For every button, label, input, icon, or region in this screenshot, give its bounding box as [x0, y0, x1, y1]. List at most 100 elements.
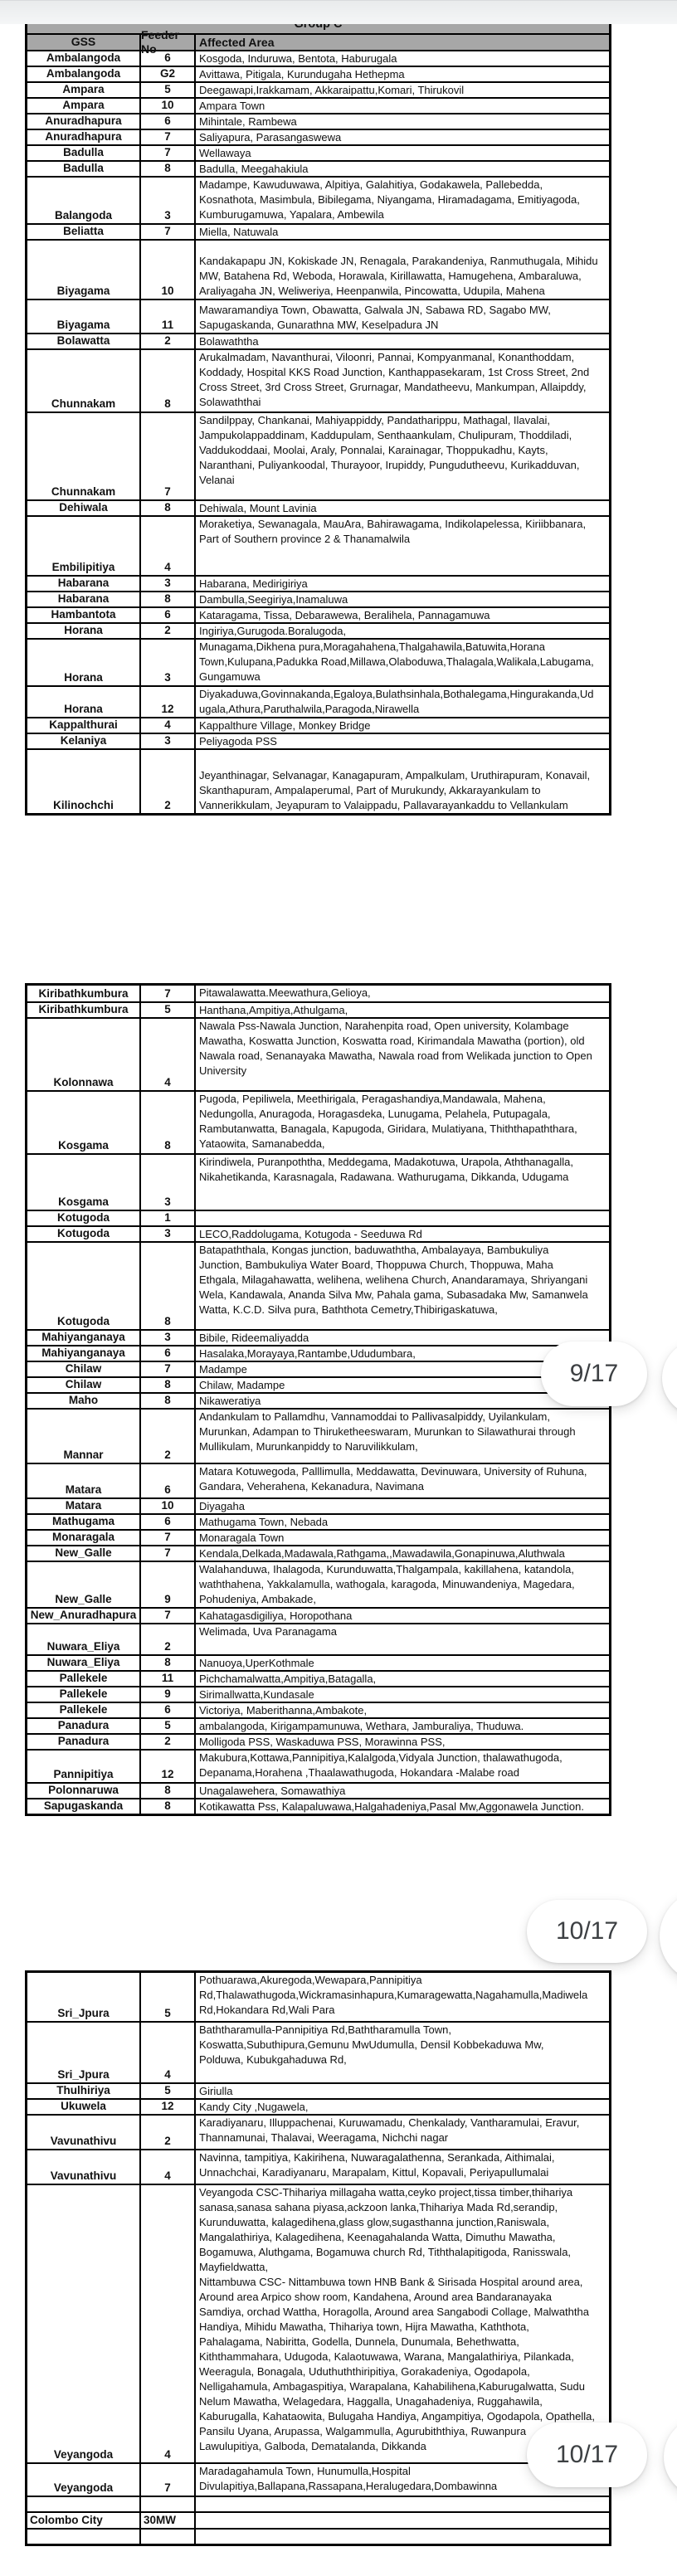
gss-cell: Badulla [27, 162, 141, 176]
affected-area-cell: Welimada, Uva Paranagama [199, 1625, 337, 1638]
gss-cell: Chunnakam [27, 350, 141, 411]
table-row: Vavunathivu 2 Karadiyanaru, Illuppachenai,… [27, 2114, 609, 2149]
feeder-no-cell: 3 [141, 640, 196, 685]
feeder-no-cell: 8 [141, 350, 196, 411]
table-row: Badulla 7 Wellawaya [27, 144, 609, 160]
table-row: Horana 3 Munagama,Dikhena pura,Moragahahen… [27, 638, 609, 685]
col-header-gss: GSS [27, 35, 141, 50]
table-row: Mannar 2 Andankulam to Pallamdhu, Vannamod… [27, 1408, 609, 1463]
feeder-no-cell: 7 [141, 2464, 196, 2496]
feeder-no-cell: 6 [141, 1515, 196, 1529]
gss-cell: Dehiwala [27, 501, 141, 515]
gss-cell: Anuradhapura [27, 130, 141, 144]
table-row: Colombo City 30MW [27, 2511, 609, 2528]
feeder-no-cell: 6 [141, 1346, 196, 1361]
feeder-no-cell: 4 [141, 2023, 196, 2082]
feeder-no-cell: 2 [141, 624, 196, 638]
table-row: New_Galle 7 Kendala,Delkada,Madawala,Rathg… [27, 1545, 609, 1561]
table-row: Ampara 10 Ampara Town [27, 97, 609, 113]
affected-area-cell: Nanuoya,UperKothmale [199, 1657, 314, 1669]
feeder-no-cell: 8 [141, 1243, 196, 1329]
gss-cell: Horana [27, 687, 141, 717]
feeder-no-cell: 10 [141, 1499, 196, 1513]
gss-cell: Colombo City [27, 2513, 141, 2528]
feeder-no-cell: 3 [141, 734, 196, 748]
gss-cell: Mannar [27, 1410, 141, 1463]
gss-cell: New_Anuradhapura [27, 1609, 141, 1623]
gss-cell: Kotugoda [27, 1227, 141, 1241]
affected-area-cell: Bibile, Rideemaliyadda [199, 1332, 309, 1344]
gss-cell [27, 2497, 141, 2511]
affected-area-cell: Miella, Natuwala [199, 226, 279, 238]
table-row: Habarana 8 Dambulla,Seegiriya,Inamaluwa [27, 591, 609, 606]
gss-cell: Veyangoda [27, 2464, 141, 2496]
feeder-no-cell: 7 [141, 1362, 196, 1376]
feeder-no-cell: 8 [141, 501, 196, 515]
gss-cell: Horana [27, 624, 141, 638]
table-row: Horana 12 Diyakaduwa,Govinnakanda,Egaloya,… [27, 685, 609, 717]
floating-scroll-button[interactable] [660, 1890, 677, 1983]
affected-area-cell: Matara Kotuwegoda, Palllimulla, Meddawat… [199, 1465, 587, 1493]
gss-cell: Habarana [27, 592, 141, 606]
affected-area-cell: Sirimallwatta,Kundasale [199, 1688, 314, 1701]
gss-cell: Kosgama [27, 1092, 141, 1153]
affected-area-cell: Sandilppay, Chankanai, Mahiyappiddy, Pan… [199, 414, 580, 486]
gss-cell: Ukuwela [27, 2100, 141, 2114]
feeder-no-cell: 9 [141, 1687, 196, 1702]
table-row: Ukuwela 12 Kandy City ,Nugawela, [27, 2098, 609, 2114]
table-row: Chunnakam 7 Sandilppay, Chankanai, Mahiyap… [27, 411, 609, 499]
gss-cell: Kosgama [27, 1155, 141, 1210]
table-row: Sri_Jpura 4 Baththaramulla-Pannipitiya Rd,… [27, 2021, 609, 2082]
affected-area-cell: Baththaramulla-Pannipitiya Rd,Baththaram… [199, 2023, 544, 2066]
gss-cell [27, 2530, 141, 2544]
page-indicator-label: 10/17 [555, 1917, 619, 1945]
affected-area-cell: Mihintale, Rambewa [199, 115, 297, 128]
gss-cell: Anuradhapura [27, 114, 141, 129]
gss-cell: Sapugaskanda [27, 1799, 141, 1814]
floating-scroll-button[interactable] [662, 1340, 677, 1416]
feeder-no-cell: G2 [141, 67, 196, 81]
affected-area-cell: Navinna, tampitiya, Kakirihena, Nuwaraga… [199, 2151, 555, 2179]
feeder-no-cell: 8 [141, 162, 196, 176]
page-separator [0, 0, 677, 24]
affected-area-cell: Karadiyanaru, Illuppachenai, Kuruwamadu,… [199, 2116, 580, 2144]
affected-area-cell: Ampara Town [199, 100, 265, 112]
table-row: Beliatta 7 Miella, Natuwala [27, 223, 609, 239]
feeder-no-cell: 11 [141, 300, 196, 333]
affected-area-cell: Pichchamalwatta,Ampitiya,Batagalla, [199, 1673, 377, 1685]
gss-cell: Mathugama [27, 1515, 141, 1529]
page-indicator-label: 10/17 [555, 2441, 619, 2468]
floating-scroll-button[interactable] [664, 2417, 677, 2497]
feeder-no-cell: 30MW [141, 2513, 196, 2528]
table-row: Ambalangoda G2 Avittawa, Pitigala, Kurundu… [27, 66, 609, 81]
gss-cell: Monaragala [27, 1531, 141, 1545]
table-row [27, 2496, 609, 2511]
gss-cell: Sri_Jpura [27, 1973, 141, 2021]
gss-cell: Mahiyanganaya [27, 1346, 141, 1361]
feeder-no-cell: 10 [141, 99, 196, 113]
feeder-no-cell: 4 [141, 517, 196, 575]
feeder-no-cell: 6 [141, 1464, 196, 1497]
affected-area-cell: Bolawaththa [199, 335, 259, 348]
table-row: Vavunathivu 4 Navinna, tampitiya, Kakirihe… [27, 2149, 609, 2184]
gss-cell: Nuwara_Eliya [27, 1656, 141, 1670]
affected-area-cell: Kosgoda, Induruwa, Bentota, Haburugala [199, 52, 397, 65]
feeder-no-cell [141, 2497, 196, 2511]
gss-cell: Embilipitiya [27, 517, 141, 575]
gss-cell: Mahiyanganaya [27, 1331, 141, 1345]
feeder-no-cell: 11 [141, 1672, 196, 1686]
gss-cell: Horana [27, 640, 141, 685]
affected-area-cell: Moraketiya, Sewanagala, MauAra, Bahirawa… [199, 518, 587, 545]
table-row: Badulla 8 Badulla, Meegahakiula [27, 160, 609, 176]
table-row: Kolonnawa 4 Nawala Pss-Nawala Junction, Na… [27, 1017, 609, 1090]
affected-area-cell: Maradagahamula Town, Hunumulla,Hospital … [199, 2465, 498, 2492]
feeder-no-cell: 6 [141, 1703, 196, 1717]
outage-schedule-table-page10b: Sri_Jpura 5 Pothuarawa,Akuregoda,Wewapara,… [25, 1970, 611, 2546]
table-row [27, 2528, 609, 2544]
table-row: Veyangoda 7 Maradagahamula Town, Hunumulla… [27, 2462, 609, 2496]
feeder-no-cell: 2 [141, 334, 196, 348]
table-row: Kelaniya 3 Peliyagoda PSS [27, 733, 609, 748]
affected-area-cell: Madampe [199, 1363, 247, 1376]
table-row: Ambalangoda 6 Kosgoda, Induruwa, Bentota, … [27, 50, 609, 66]
affected-area-cell: Nawala Pss-Nawala Junction, Narahenpita … [199, 1020, 592, 1077]
